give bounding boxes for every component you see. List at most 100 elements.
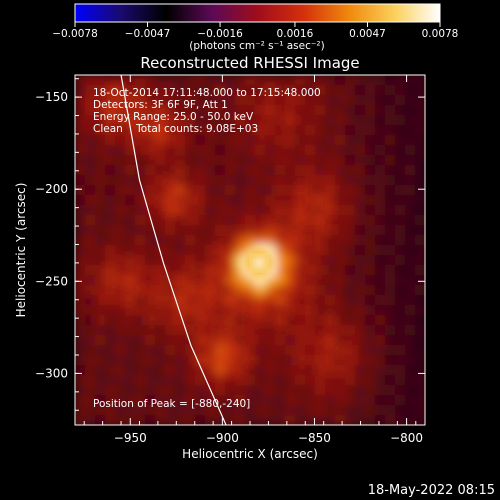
heatmap-cell (285, 375, 296, 386)
heatmap-cell (315, 205, 326, 216)
chart-title: Reconstructed RHESSI Image (140, 54, 359, 72)
heatmap-cell (335, 215, 346, 226)
heatmap-cell (155, 115, 166, 126)
heatmap-cell (185, 235, 196, 246)
heatmap-cell (385, 185, 396, 196)
heatmap-cell (135, 275, 146, 286)
heatmap-cell (295, 215, 306, 226)
heatmap-cell (415, 95, 425, 106)
heatmap-cell (305, 145, 316, 156)
heatmap-cell (275, 305, 286, 316)
heatmap-cell (345, 185, 356, 196)
heatmap-cell (335, 355, 346, 366)
heatmap-cell (345, 75, 356, 86)
heatmap-cell (115, 315, 126, 326)
heatmap-cell (115, 215, 126, 226)
heatmap-cell (405, 85, 416, 96)
heatmap-cell (275, 135, 286, 146)
heatmap-cell (105, 345, 116, 356)
heatmap-cell (175, 345, 186, 356)
heatmap-cell (405, 415, 416, 425)
heatmap-cell (395, 415, 406, 425)
heatmap-cell (195, 195, 206, 206)
heatmap-cell (395, 205, 406, 216)
heatmap-cell (285, 295, 296, 306)
heatmap-cell (395, 325, 406, 336)
heatmap-cell (85, 155, 96, 166)
heatmap-cell (75, 415, 86, 425)
heatmap-cell (275, 235, 286, 246)
heatmap-cell (275, 265, 286, 276)
heatmap-cell (85, 295, 96, 306)
heatmap-cell (275, 325, 286, 336)
heatmap-cell (285, 285, 296, 296)
heatmap-cell (185, 385, 196, 396)
heatmap-cell (265, 135, 276, 146)
heatmap-cell (95, 315, 106, 326)
heatmap-cell (375, 265, 386, 276)
heatmap-cell (95, 185, 106, 196)
heatmap-cell (95, 395, 106, 406)
heatmap-cell (95, 365, 106, 376)
heatmap-cell (215, 365, 226, 376)
heatmap-cell (405, 355, 416, 366)
heatmap-cell (335, 415, 346, 425)
heatmap-cell (255, 135, 266, 146)
heatmap-cell (315, 345, 326, 356)
heatmap-cell (135, 175, 146, 186)
heatmap-cell (225, 215, 236, 226)
heatmap-cell (335, 85, 346, 96)
heatmap-cell (135, 395, 146, 406)
heatmap-cell (365, 295, 376, 306)
heatmap-cell (265, 285, 276, 296)
heatmap-cell (355, 135, 366, 146)
heatmap-cell (375, 75, 386, 86)
heatmap-cell (375, 305, 386, 316)
heatmap-cell (145, 385, 156, 396)
heatmap-cell (355, 95, 366, 106)
heatmap-cell (165, 365, 176, 376)
heatmap-cell (295, 195, 306, 206)
heatmap-cell (265, 105, 276, 116)
heatmap-cell (305, 295, 316, 306)
heatmap-cell (75, 345, 86, 356)
heatmap-cell (415, 205, 425, 216)
heatmap-cell (145, 105, 156, 116)
heatmap-cell (355, 275, 366, 286)
heatmap-cell (335, 245, 346, 256)
heatmap-cell (145, 135, 156, 146)
heatmap-cell (185, 125, 196, 136)
heatmap-cell (185, 95, 196, 106)
heatmap-cell (155, 355, 166, 366)
heatmap-cell (115, 335, 126, 346)
heatmap-cell (365, 315, 376, 326)
heatmap-cell (115, 115, 126, 126)
heatmap-cell (175, 75, 186, 86)
heatmap-cell (335, 275, 346, 286)
heatmap-cell (295, 115, 306, 126)
heatmap-cell (235, 165, 246, 176)
heatmap-cell (375, 375, 386, 386)
heatmap-cell (365, 145, 376, 156)
heatmap-cell (155, 105, 166, 116)
heatmap-cell (315, 365, 326, 376)
heatmap-cell (195, 215, 206, 226)
heatmap-cell (375, 255, 386, 266)
heatmap-cell (115, 85, 126, 96)
heatmap-cell (155, 335, 166, 346)
heatmap-cell (355, 305, 366, 316)
heatmap-cell (185, 365, 196, 376)
heatmap-cell (195, 105, 206, 116)
heatmap-cell (105, 405, 116, 416)
heatmap-cell (365, 375, 376, 386)
heatmap-cell (205, 235, 216, 246)
heatmap-cell (155, 345, 166, 356)
heatmap-cell (315, 295, 326, 306)
heatmap-cell (395, 235, 406, 246)
heatmap-cell (395, 215, 406, 226)
heatmap-cell (325, 245, 336, 256)
heatmap-cell (405, 125, 416, 136)
heatmap-cell (245, 215, 256, 226)
heatmap-cell (375, 395, 386, 406)
heatmap-cell (335, 255, 346, 266)
